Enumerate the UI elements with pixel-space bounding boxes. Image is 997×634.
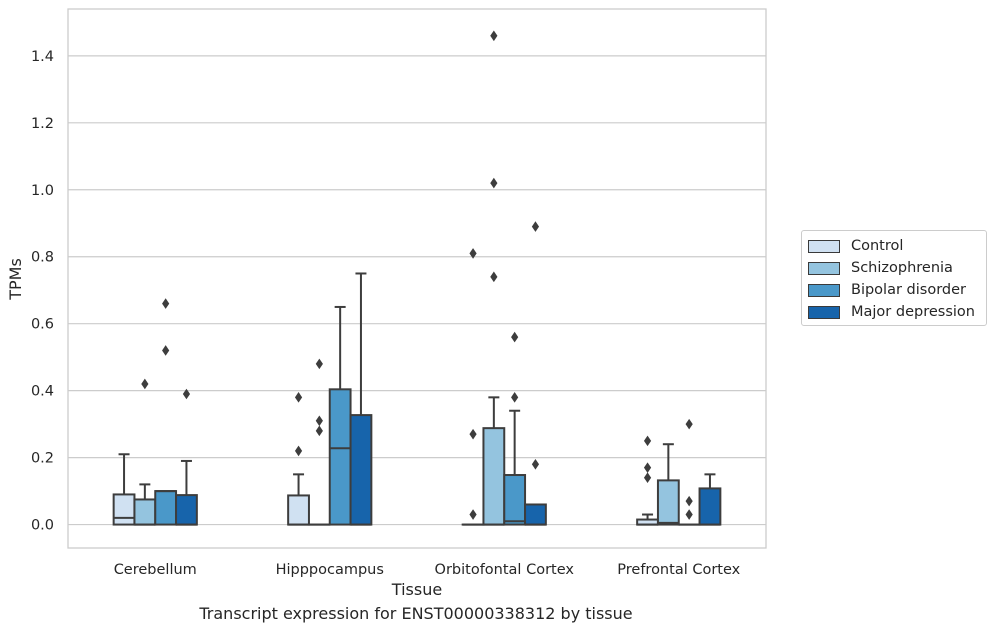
x-tick-label: Cerebellum (114, 562, 197, 578)
outlier-point (643, 462, 652, 473)
legend-label-bipolar-disorder: Bipolar disorder (851, 282, 966, 298)
outlier-point (469, 428, 477, 440)
series-bipolar-disorder (154, 298, 701, 526)
outlier-point (490, 30, 498, 42)
outlier-point (531, 221, 540, 232)
legend-item-schizophrenia: Schizophrenia (808, 259, 953, 277)
outlier-point (315, 358, 323, 370)
x-axis-label: Tissue (391, 580, 442, 599)
y-tick-label: 0.8 (31, 250, 54, 266)
box-schizophrenia-orbitofontal-cortex (482, 427, 506, 526)
box-control-hipppocampus (287, 494, 310, 526)
box-bipolar-disorder-hipppocampus (328, 388, 352, 526)
legend-swatch-control (808, 239, 840, 253)
box-bipolar-disorder-orbitofontal-cortex (503, 474, 527, 526)
y-tick-label: 1.0 (31, 183, 54, 199)
outlier-point (685, 418, 693, 430)
x-tick-label: Prefrontal Cortex (617, 562, 740, 578)
y-tick-label: 0.6 (31, 317, 54, 333)
legend-item-major-depression: Major depression (808, 303, 975, 321)
series-schizophrenia (133, 30, 680, 526)
box-major-depression-hipppocampus (349, 414, 373, 526)
y-axis-label: TPMs (6, 258, 25, 301)
y-tick-label: 0.2 (31, 451, 54, 467)
legend-label-control: Control (851, 238, 904, 254)
outlier-point (469, 248, 477, 259)
box-schizophrenia-cerebellum (133, 498, 157, 526)
outlier-point (531, 459, 540, 470)
outlier-point (469, 509, 477, 520)
y-tick-label: 1.2 (31, 116, 54, 132)
figure-caption: Transcript expression for ENST0000033831… (199, 604, 633, 623)
plot-area-frame (67, 8, 767, 549)
outlier-point (643, 472, 652, 483)
legend-item-bipolar-disorder: Bipolar disorder (808, 281, 966, 299)
legend: Control Schizophrenia Bipolar disorder M… (801, 230, 987, 326)
outlier-point (511, 392, 519, 403)
y-tick-label: 1.4 (31, 49, 54, 65)
outlier-point (294, 445, 303, 457)
box-major-depression-orbitofontal-cortex (524, 503, 547, 526)
legend-label-schizophrenia: Schizophrenia (851, 260, 953, 276)
outlier-point (162, 345, 170, 356)
box-major-depression-cerebellum (175, 494, 198, 526)
outlier-point (315, 425, 323, 437)
outlier-point (141, 378, 149, 390)
outlier-point (511, 331, 519, 343)
box-bipolar-disorder-cerebellum (154, 490, 178, 526)
y-tick-label: 0.0 (31, 518, 54, 534)
outlier-point (162, 298, 170, 309)
x-axis-ticks: Cerebellum Hipppocampus Orbitofontal Corte… (114, 562, 741, 578)
outlier-point (685, 495, 693, 507)
box-major-depression-prefrontal-cortex (698, 487, 722, 526)
y-tick-label: 0.4 (31, 384, 54, 400)
legend-swatch-bipolar-disorder (808, 283, 840, 297)
gridlines (68, 55, 766, 526)
outlier-point (643, 435, 652, 447)
outlier-point (685, 509, 693, 520)
outlier-point (294, 392, 303, 403)
x-tick-label: Orbitofontal Cortex (435, 562, 575, 578)
outlier-point (315, 415, 323, 427)
box-series (112, 30, 722, 526)
box-control-cerebellum (112, 493, 136, 526)
box-schizophrenia-prefrontal-cortex (656, 479, 680, 526)
legend-label-major-depression: Major depression (851, 304, 975, 320)
x-tick-label: Hipppocampus (276, 562, 384, 578)
legend-item-control: Control (808, 237, 903, 255)
legend-swatch-major-depression (808, 305, 840, 319)
series-major-depression (175, 221, 722, 526)
series-control (112, 248, 659, 526)
outlier-point (490, 271, 498, 283)
y-axis-ticks: 0.0 0.2 0.4 0.6 0.8 1.0 1.2 1.4 (31, 49, 54, 534)
outlier-point (490, 177, 498, 189)
outlier-point (182, 388, 191, 400)
legend-swatch-schizophrenia (808, 261, 840, 275)
